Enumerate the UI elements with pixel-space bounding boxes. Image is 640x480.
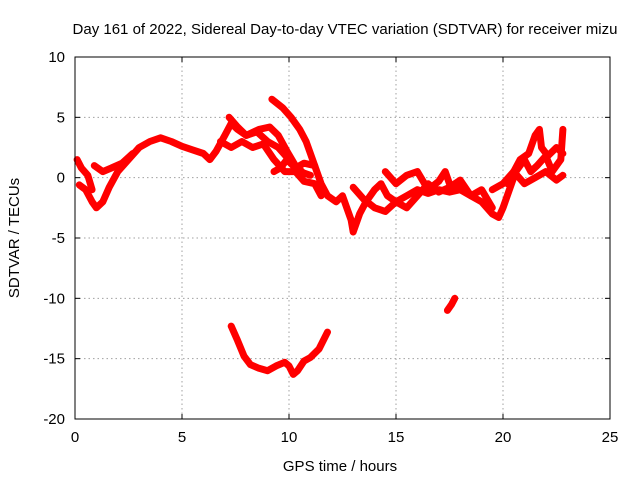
x-tick-label: 25 — [602, 429, 619, 446]
series-track-9 — [381, 168, 464, 194]
y-tick-label: 5 — [57, 109, 65, 126]
x-tick-label: 15 — [388, 429, 405, 446]
series-track-11 — [503, 125, 567, 188]
x-tick-label: 5 — [178, 429, 186, 446]
series-track-4 — [217, 138, 325, 200]
axis-ticks: 0 5 10 15 20 25 -20 -15 -10 -5 0 5 10 — [43, 49, 618, 446]
series-track-13 — [443, 294, 459, 314]
y-tick-label: -15 — [43, 351, 65, 368]
y-tick-label: -5 — [52, 230, 65, 247]
series-track-2 — [75, 119, 314, 212]
series-track-8 — [349, 176, 496, 215]
y-tick-label: 10 — [48, 49, 65, 66]
x-tick-label: 20 — [495, 429, 512, 446]
x-tick-label: 0 — [71, 429, 79, 446]
y-tick-label: -10 — [43, 290, 65, 307]
y-axis-title: SDTVAR / TECUs — [6, 178, 23, 298]
series-track-3 — [90, 150, 137, 176]
y-tick-label: -20 — [43, 411, 65, 428]
series-track-12 — [227, 322, 331, 378]
chart-title: Day 161 of 2022, Sidereal Day-to-day VTE… — [73, 21, 618, 38]
series-track-7 — [270, 156, 319, 176]
x-tick-label: 10 — [281, 429, 298, 446]
grid — [75, 57, 610, 419]
y-tick-label: 0 — [57, 170, 65, 187]
series-layer — [73, 95, 567, 378]
series-track-1 — [73, 156, 96, 194]
x-axis-title: GPS time / hours — [283, 458, 397, 475]
